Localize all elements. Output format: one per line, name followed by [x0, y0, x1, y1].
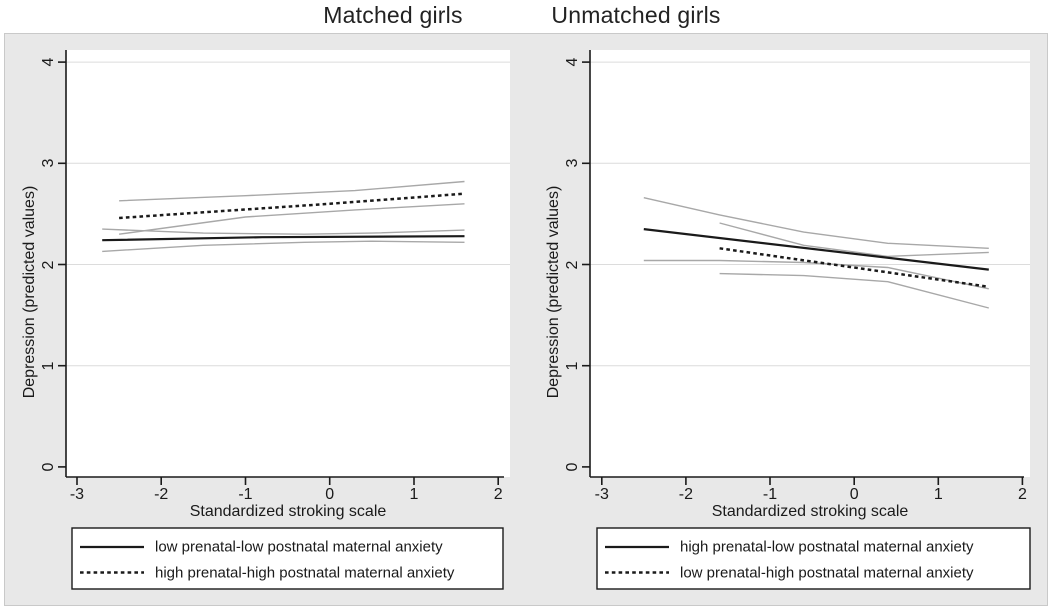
series-mean-solid-panel-1 [643, 228, 989, 271]
legend-box-panel-0 [71, 527, 504, 590]
y-tick-label-1: 1 [564, 361, 581, 371]
series-ci-ci-panel-0 [102, 240, 465, 253]
legend-label-dashed-panel-0: high prenatal-high postnatal maternal an… [155, 564, 455, 581]
y-tick-label-0: 0 [40, 462, 57, 472]
series-ci-ci-panel-0 [119, 180, 465, 202]
legend-label-solid-panel-1: high prenatal-low postnatal maternal anx… [680, 538, 974, 556]
series-mean-dashed-panel-1 [719, 247, 989, 289]
y-tick-label-3: 3 [564, 158, 581, 168]
y-tick-label-1: 1 [40, 361, 57, 371]
x-tick-label-2: 2 [1017, 486, 1027, 503]
y-tick-label-2: 2 [40, 260, 57, 269]
x-tick-label-1: 1 [933, 486, 943, 503]
series-ci-ci-panel-0 [119, 203, 465, 235]
legend-box-panel-1 [596, 527, 1031, 590]
panel-title-matched-girls: Matched girls [323, 2, 463, 28]
legend-label-solid-panel-0: low prenatal-low postnatal maternal anxi… [155, 538, 443, 556]
series-ci-ci-panel-0 [102, 228, 465, 235]
y-tick-label-2: 2 [564, 260, 581, 269]
plot-area-panel-0 [66, 50, 510, 477]
y-axis-title-panel-0: Depression (predicted values) [21, 185, 38, 399]
series-ci-ci-panel-1 [643, 197, 989, 249]
x-tick-label--1: -1 [238, 486, 253, 503]
x-axis-title-panel-0: Standardized stroking scale [189, 503, 387, 520]
x-tick-label--1: -1 [762, 486, 778, 503]
x-tick-label--3: -3 [69, 486, 85, 503]
x-tick-label--3: -3 [594, 486, 609, 503]
x-tick-label-1: 1 [409, 486, 419, 503]
y-tick-label-0: 0 [564, 462, 581, 472]
x-tick-label-0: 0 [325, 486, 335, 503]
x-axis-title-panel-1: Standardized stroking scale [711, 503, 909, 520]
y-tick-label-4: 4 [564, 57, 581, 67]
legend-label-dashed-panel-1: low prenatal-high postnatal maternal anx… [680, 564, 974, 581]
series-ci-ci-panel-1 [719, 222, 989, 258]
series-ci-ci-panel-1 [643, 259, 989, 290]
series-mean-solid-panel-0 [102, 235, 465, 242]
series-ci-ci-panel-1 [719, 272, 989, 309]
y-axis-title-panel-1: Depression (predicted values) [545, 185, 562, 399]
x-tick-label-2: 2 [493, 486, 503, 503]
y-tick-label-3: 3 [40, 158, 57, 168]
series-mean-dashed-panel-0 [119, 192, 465, 220]
panel-title-unmatched-girls: Unmatched girls [551, 2, 721, 28]
y-tick-label-4: 4 [40, 57, 57, 67]
x-tick-label--2: -2 [154, 486, 169, 503]
x-tick-label-0: 0 [849, 486, 859, 503]
x-tick-label--2: -2 [678, 486, 694, 503]
